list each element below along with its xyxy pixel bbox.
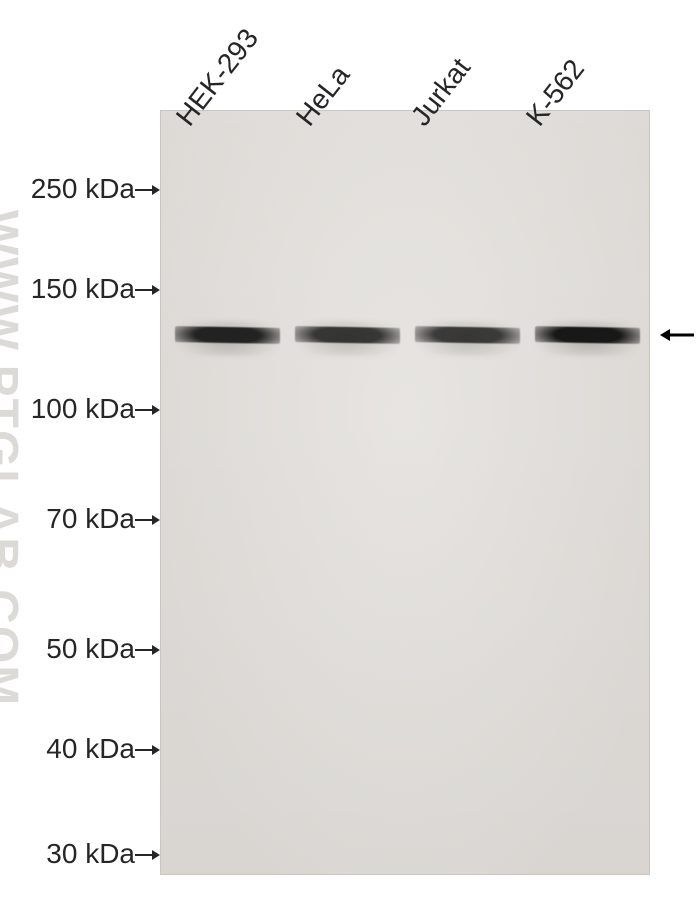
protein-band-halo bbox=[175, 320, 280, 357]
blot-membrane bbox=[160, 110, 650, 875]
mw-arrow-icon bbox=[135, 512, 160, 533]
watermark-text: WWW.PTGLAB.COM bbox=[0, 210, 28, 707]
mw-label: 150 kDa bbox=[31, 273, 135, 305]
protein-band-halo bbox=[415, 320, 520, 357]
protein-band-halo bbox=[295, 320, 400, 357]
mw-arrow-icon bbox=[135, 282, 160, 303]
target-band-arrow bbox=[660, 325, 694, 350]
figure-root: WWW.PTGLAB.COM HEK-293HeLaJurkatK-562 25… bbox=[0, 0, 700, 903]
mw-label: 50 kDa bbox=[46, 633, 135, 665]
mw-label: 70 kDa bbox=[46, 503, 135, 535]
mw-label: 250 kDa bbox=[31, 173, 135, 205]
mw-label: 30 kDa bbox=[46, 838, 135, 870]
mw-arrow-icon bbox=[135, 642, 160, 663]
mw-arrow-icon bbox=[135, 182, 160, 203]
mw-arrow-icon bbox=[135, 847, 160, 868]
mw-arrow-icon bbox=[135, 742, 160, 763]
mw-label: 100 kDa bbox=[31, 393, 135, 425]
protein-band-halo bbox=[535, 320, 640, 357]
mw-label: 40 kDa bbox=[46, 733, 135, 765]
mw-arrow-icon bbox=[135, 402, 160, 423]
